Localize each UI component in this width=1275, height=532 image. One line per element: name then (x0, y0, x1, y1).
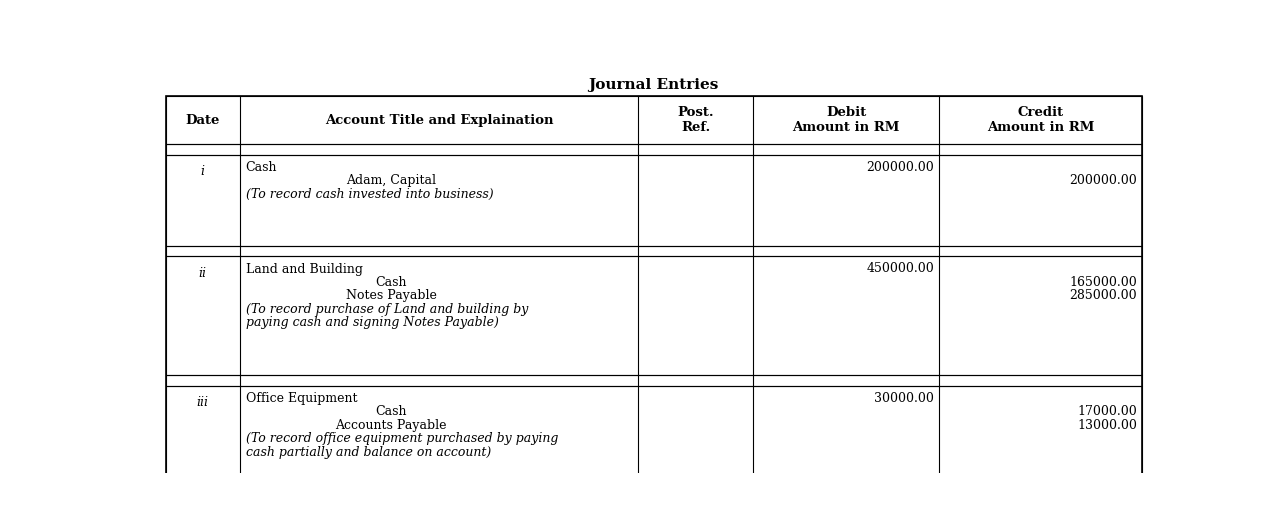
Text: (To record cash invested into business): (To record cash invested into business) (246, 188, 493, 201)
Text: (To record office equipment purchased by paying: (To record office equipment purchased by… (246, 433, 558, 445)
Text: Office Equipment: Office Equipment (246, 392, 357, 405)
Text: Notes Payable: Notes Payable (346, 289, 436, 303)
Text: 165000.00: 165000.00 (1070, 276, 1137, 289)
Bar (166, 144, 1142, 155)
Text: Account Title and Explaination: Account Title and Explaination (325, 113, 553, 127)
Text: ii: ii (199, 267, 207, 280)
Text: Land and Building: Land and Building (246, 262, 362, 276)
Text: Adam, Capital: Adam, Capital (347, 174, 436, 187)
Text: Cash: Cash (246, 161, 277, 174)
Bar (166, 504, 1142, 515)
Text: 200000.00: 200000.00 (866, 161, 935, 174)
Bar (166, 375, 1142, 386)
Text: Cash: Cash (375, 405, 407, 418)
Bar (166, 96, 1142, 144)
Text: 30000.00: 30000.00 (875, 392, 935, 405)
Text: 450000.00: 450000.00 (866, 262, 935, 276)
Text: 13000.00: 13000.00 (1077, 419, 1137, 432)
Text: 200000.00: 200000.00 (1070, 174, 1137, 187)
Text: Debit
Amount in RM: Debit Amount in RM (793, 106, 900, 134)
Text: Cash: Cash (375, 276, 407, 289)
Text: Post.
Ref.: Post. Ref. (677, 106, 714, 134)
Text: iii: iii (196, 396, 209, 410)
Bar (166, 386, 1142, 504)
Text: cash partially and balance on account): cash partially and balance on account) (246, 446, 491, 459)
Text: 17000.00: 17000.00 (1077, 405, 1137, 418)
Text: paying cash and signing Notes Payable): paying cash and signing Notes Payable) (246, 317, 499, 329)
Text: Date: Date (185, 113, 219, 127)
Text: 285000.00: 285000.00 (1070, 289, 1137, 303)
Text: Credit
Amount in RM: Credit Amount in RM (987, 106, 1094, 134)
Text: (To record purchase of Land and building by: (To record purchase of Land and building… (246, 303, 528, 316)
Text: i: i (200, 165, 205, 178)
Text: Journal Entries: Journal Entries (588, 78, 719, 92)
Bar (166, 155, 1142, 246)
Bar (166, 256, 1142, 375)
Text: Accounts Payable: Accounts Payable (335, 419, 448, 432)
Bar (166, 246, 1142, 256)
